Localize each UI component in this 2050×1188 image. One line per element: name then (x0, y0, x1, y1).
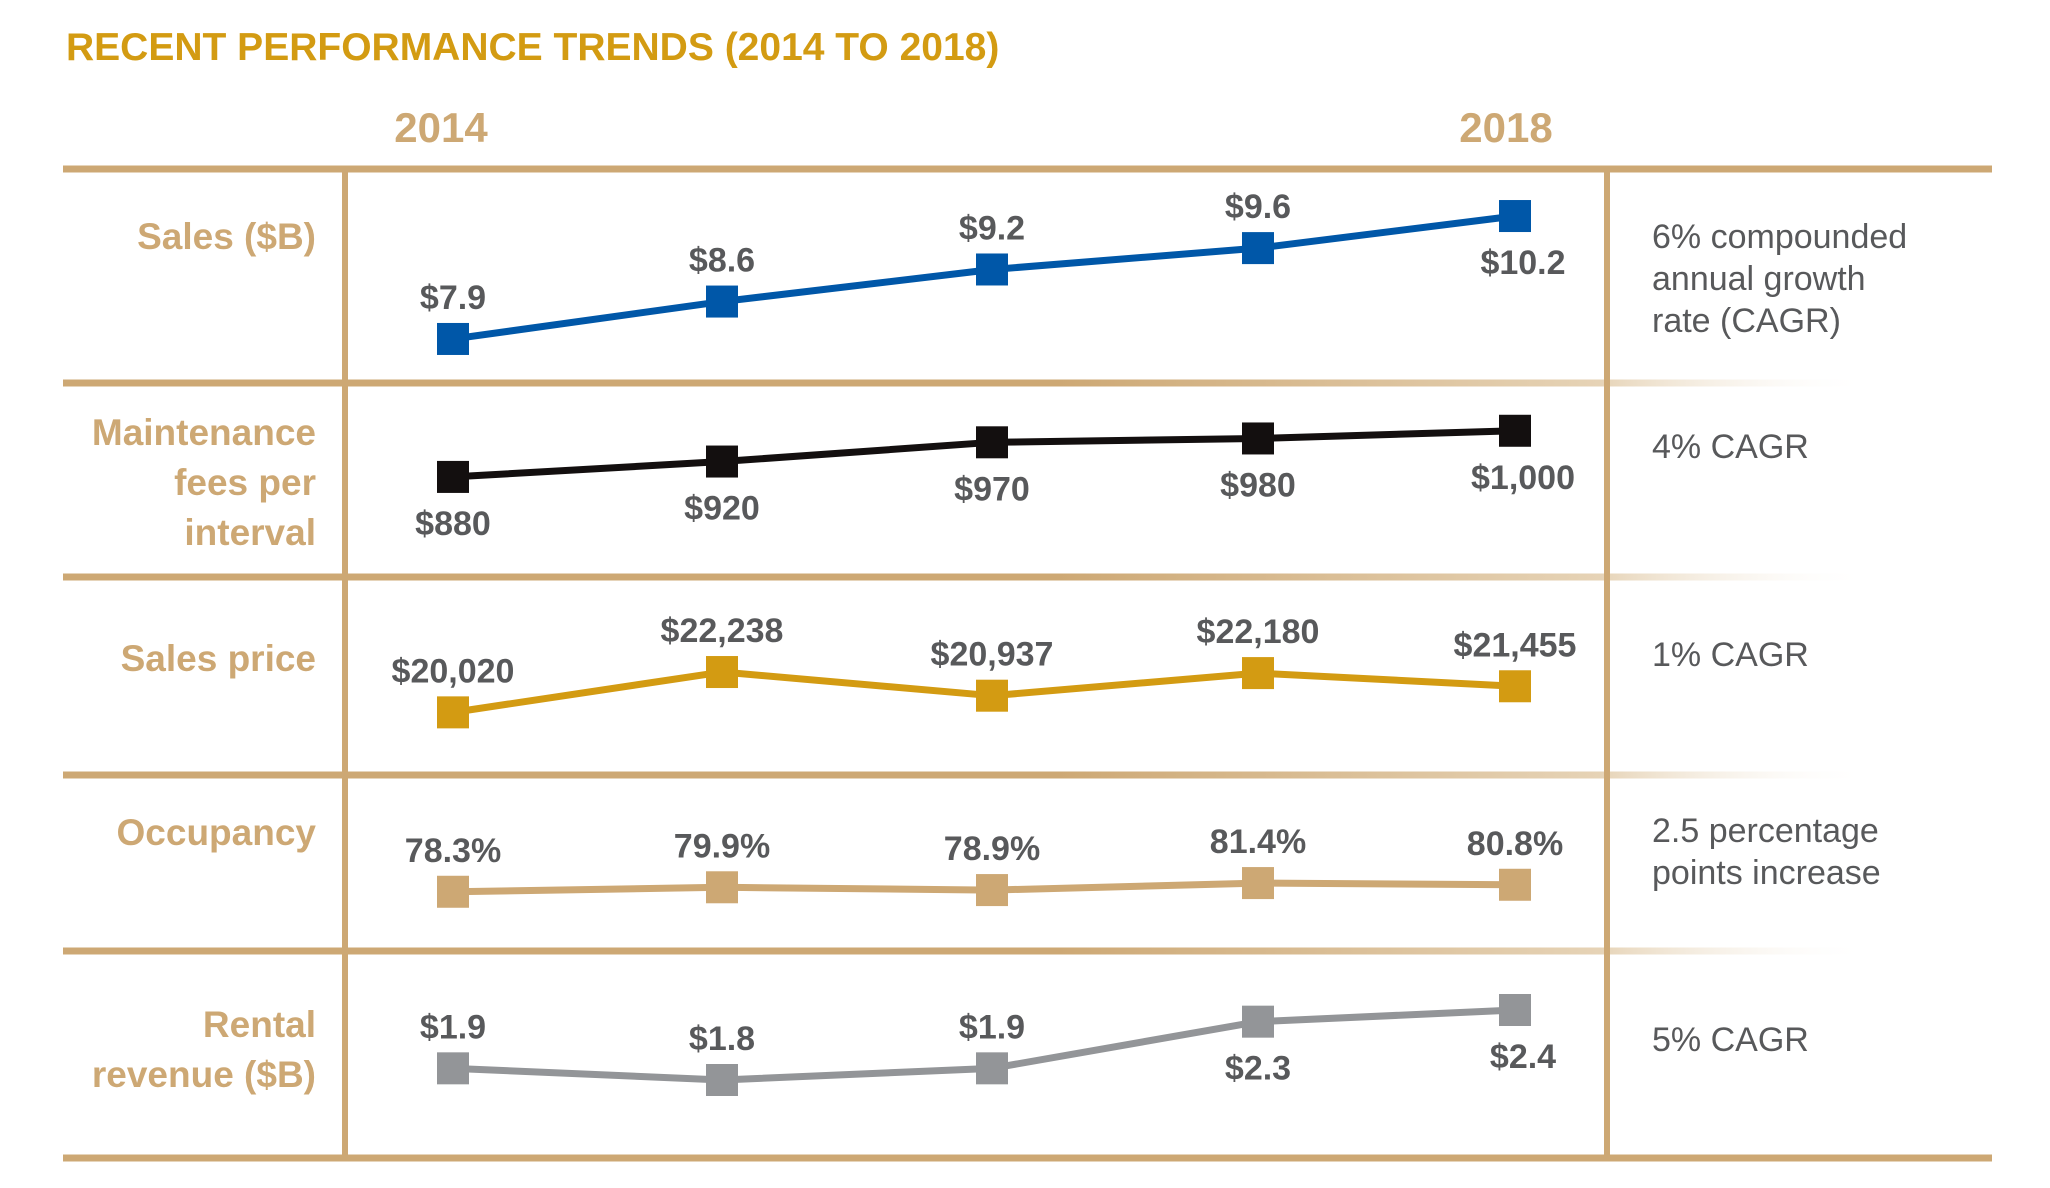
note-line: 1% CAGR (1652, 636, 1809, 674)
data-label: $10.2 (1480, 244, 1565, 282)
row-label-line: fees per (174, 462, 316, 503)
data-point-marker (976, 874, 1008, 907)
row-label-rental: Rental revenue ($B) (64, 1000, 316, 1100)
data-point-marker (706, 871, 738, 904)
data-label: 79.9% (674, 827, 770, 865)
row-label-line: interval (184, 512, 316, 553)
data-label: 78.3% (405, 832, 501, 870)
data-label: $1.9 (959, 1008, 1025, 1046)
data-point-marker (976, 426, 1008, 459)
data-label: $22,238 (661, 612, 784, 650)
year-end-label: 2018 (1459, 104, 1553, 151)
row-label-sales-price: Sales price (120, 638, 316, 679)
note-line: rate (CAGR) (1652, 302, 1841, 340)
series-0: $7.9 $8.6 $9.2 $9.6 $10.2 (420, 188, 1566, 355)
chart-title: RECENT PERFORMANCE TRENDS (2014 TO 2018) (66, 26, 1000, 69)
note-line: 2.5 percentage (1652, 812, 1879, 850)
data-point-marker (976, 1052, 1008, 1085)
data-point-marker (976, 253, 1008, 286)
note-line: 6% compounded (1652, 218, 1908, 256)
data-point-marker (1499, 414, 1531, 447)
data-label: 78.9% (944, 830, 1040, 868)
data-point-marker (437, 322, 469, 355)
row-label-line: revenue ($B) (91, 1054, 316, 1095)
data-point-marker (976, 679, 1008, 712)
note-maintenance: 4% CAGR (1652, 426, 1809, 468)
data-point-marker (437, 460, 469, 493)
data-point-marker (1242, 867, 1274, 900)
data-point-marker (706, 656, 738, 689)
row-separator (63, 947, 1870, 955)
data-label: $1.8 (689, 1020, 755, 1058)
data-label: $22,180 (1197, 613, 1320, 651)
row-separator (63, 771, 1870, 779)
data-label: $880 (415, 505, 491, 543)
series-1: $880 $920 $970 $980 $1,000 (415, 414, 1575, 543)
data-label: $970 (954, 470, 1030, 508)
note-line: annual growth (1652, 260, 1866, 298)
data-label: $9.6 (1225, 188, 1291, 226)
data-point-marker (437, 696, 469, 729)
note-line: 4% CAGR (1652, 428, 1809, 466)
year-start-label: 2014 (394, 104, 488, 151)
data-point-marker (1499, 868, 1531, 901)
row-label-line: Rental (202, 1004, 316, 1045)
row-separator (63, 379, 1870, 387)
data-label: 80.8% (1467, 825, 1563, 863)
data-label: 81.4% (1210, 823, 1306, 861)
series-3: 78.3% 79.9% 78.9% 81.4% 80.8% (405, 823, 1563, 908)
series-2: $20,020 $22,238 $20,937 $22,180 $21,455 (392, 612, 1577, 729)
note-occupancy: 2.5 percentage points increase (1652, 810, 1881, 894)
data-label: $9.2 (959, 209, 1025, 247)
row-label-maintenance: Maintenance fees per interval (64, 408, 316, 558)
series-group: $7.9 $8.6 $9.2 $9.6 $10.2 $880 $920 $970 $980 $1,… (392, 188, 1577, 1096)
data-label: $2.3 (1225, 1050, 1291, 1088)
note-line: 5% CAGR (1652, 1021, 1809, 1059)
data-point-marker (1499, 200, 1531, 233)
row-label-occupancy: Occupancy (116, 812, 316, 853)
data-label: $1.9 (420, 1008, 486, 1046)
data-point-marker (706, 285, 738, 318)
data-label: $1,000 (1471, 459, 1575, 497)
note-sales: 6% compounded annual growth rate (CAGR) (1652, 216, 1907, 342)
data-label: $2.4 (1490, 1038, 1556, 1076)
note-rental: 5% CAGR (1652, 1019, 1809, 1061)
table-frame (63, 165, 1992, 1162)
row-separator (63, 573, 1870, 581)
data-point-marker (1242, 422, 1274, 455)
data-label: $8.6 (689, 242, 755, 280)
data-label: $20,020 (392, 652, 515, 690)
row-label-line: Maintenance (91, 412, 316, 453)
note-line: points increase (1652, 854, 1881, 892)
data-label: $7.9 (420, 279, 486, 317)
data-point-marker (1242, 657, 1274, 690)
data-label: $980 (1220, 466, 1296, 504)
data-point-marker (706, 445, 738, 478)
data-point-marker (1242, 232, 1274, 265)
data-point-marker (437, 1052, 469, 1085)
data-point-marker (437, 875, 469, 908)
data-label: $21,455 (1454, 626, 1577, 664)
data-point-marker (1499, 670, 1531, 703)
data-point-marker (1499, 994, 1531, 1026)
note-sales-price: 1% CAGR (1652, 634, 1809, 676)
data-label: $920 (684, 490, 760, 528)
data-point-marker (706, 1064, 738, 1096)
series-4: $1.9 $1.8 $1.9 $2.3 $2.4 (420, 994, 1556, 1096)
data-label: $20,937 (931, 636, 1054, 674)
data-point-marker (1242, 1005, 1274, 1038)
row-label-sales: Sales ($B) (137, 216, 316, 257)
